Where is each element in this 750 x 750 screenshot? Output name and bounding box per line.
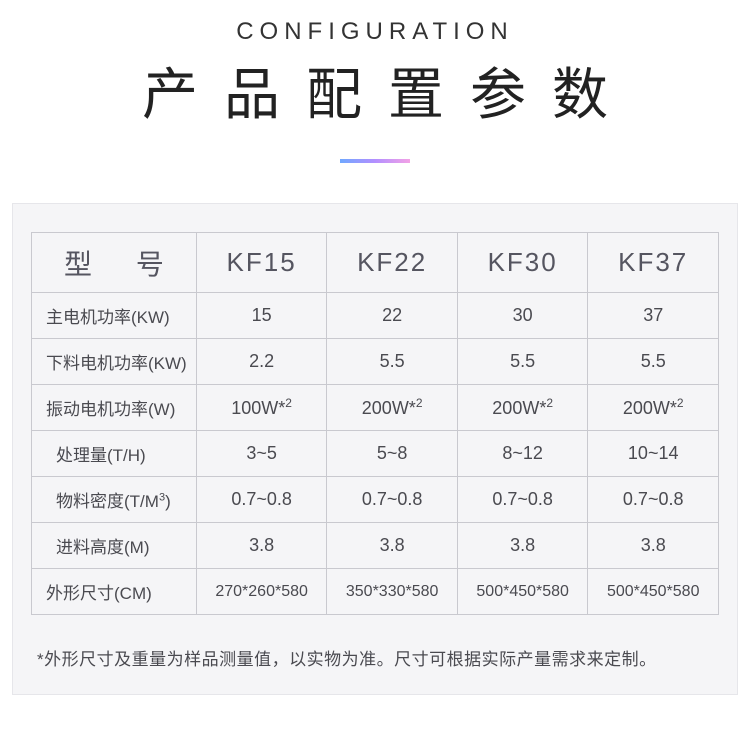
table-row: 物料密度(T/M3)0.7~0.80.7~0.80.7~0.80.7~0.8 [32,477,719,523]
table-row: 下料电机功率(KW)2.25.55.55.5 [32,339,719,385]
table-row: 进料高度(M)3.83.83.83.8 [32,523,719,569]
gradient-underline [340,159,410,163]
model-col-2: KF30 [457,233,588,293]
cell: 200W*2 [457,385,588,431]
cell: 15 [196,293,327,339]
row-label: 处理量(T/H) [32,431,197,477]
cell: 3~5 [196,431,327,477]
cell: 22 [327,293,458,339]
model-col-3: KF37 [588,233,719,293]
table-row: 外形尺寸(CM)270*260*580350*330*580500*450*58… [32,569,719,615]
cell: 200W*2 [327,385,458,431]
table-row: 振动电机功率(W)100W*2200W*2200W*2200W*2 [32,385,719,431]
model-col-0: KF15 [196,233,327,293]
header: CONFIGURATION 产品配置参数 [0,0,750,163]
table-header-row: 型 号 KF15 KF22 KF30 KF37 [32,233,719,293]
cell: 3.8 [327,523,458,569]
cell: 0.7~0.8 [588,477,719,523]
cell: 270*260*580 [196,569,327,615]
cell: 350*330*580 [327,569,458,615]
cell: 2.2 [196,339,327,385]
cell: 0.7~0.8 [457,477,588,523]
cell: 200W*2 [588,385,719,431]
cell: 100W*2 [196,385,327,431]
table-row: 处理量(T/H)3~55~88~1210~14 [32,431,719,477]
row-label: 下料电机功率(KW) [32,339,197,385]
cell: 0.7~0.8 [196,477,327,523]
row-label: 主电机功率(KW) [32,293,197,339]
row-label: 进料高度(M) [32,523,197,569]
subtitle: CONFIGURATION [0,18,750,46]
cell: 500*450*580 [588,569,719,615]
row-label: 物料密度(T/M3) [32,477,197,523]
cell: 30 [457,293,588,339]
header-label: 型 号 [32,233,197,293]
model-col-1: KF22 [327,233,458,293]
cell: 5~8 [327,431,458,477]
footnote: *外形尺寸及重量为样品测量值，以实物为准。尺寸可根据实际产量需求来定制。 [31,645,719,670]
spec-panel: 型 号 KF15 KF22 KF30 KF37 主电机功率(KW)1522303… [12,203,738,695]
cell: 3.8 [457,523,588,569]
cell: 500*450*580 [457,569,588,615]
cell: 37 [588,293,719,339]
row-label: 外形尺寸(CM) [32,569,197,615]
cell: 3.8 [588,523,719,569]
cell: 0.7~0.8 [327,477,458,523]
table-row: 主电机功率(KW)15223037 [32,293,719,339]
page-title: 产品配置参数 [0,50,750,131]
cell: 10~14 [588,431,719,477]
cell: 8~12 [457,431,588,477]
cell: 3.8 [196,523,327,569]
row-label: 振动电机功率(W) [32,385,197,431]
cell: 5.5 [327,339,458,385]
cell: 5.5 [588,339,719,385]
spec-table: 型 号 KF15 KF22 KF30 KF37 主电机功率(KW)1522303… [31,232,719,615]
cell: 5.5 [457,339,588,385]
